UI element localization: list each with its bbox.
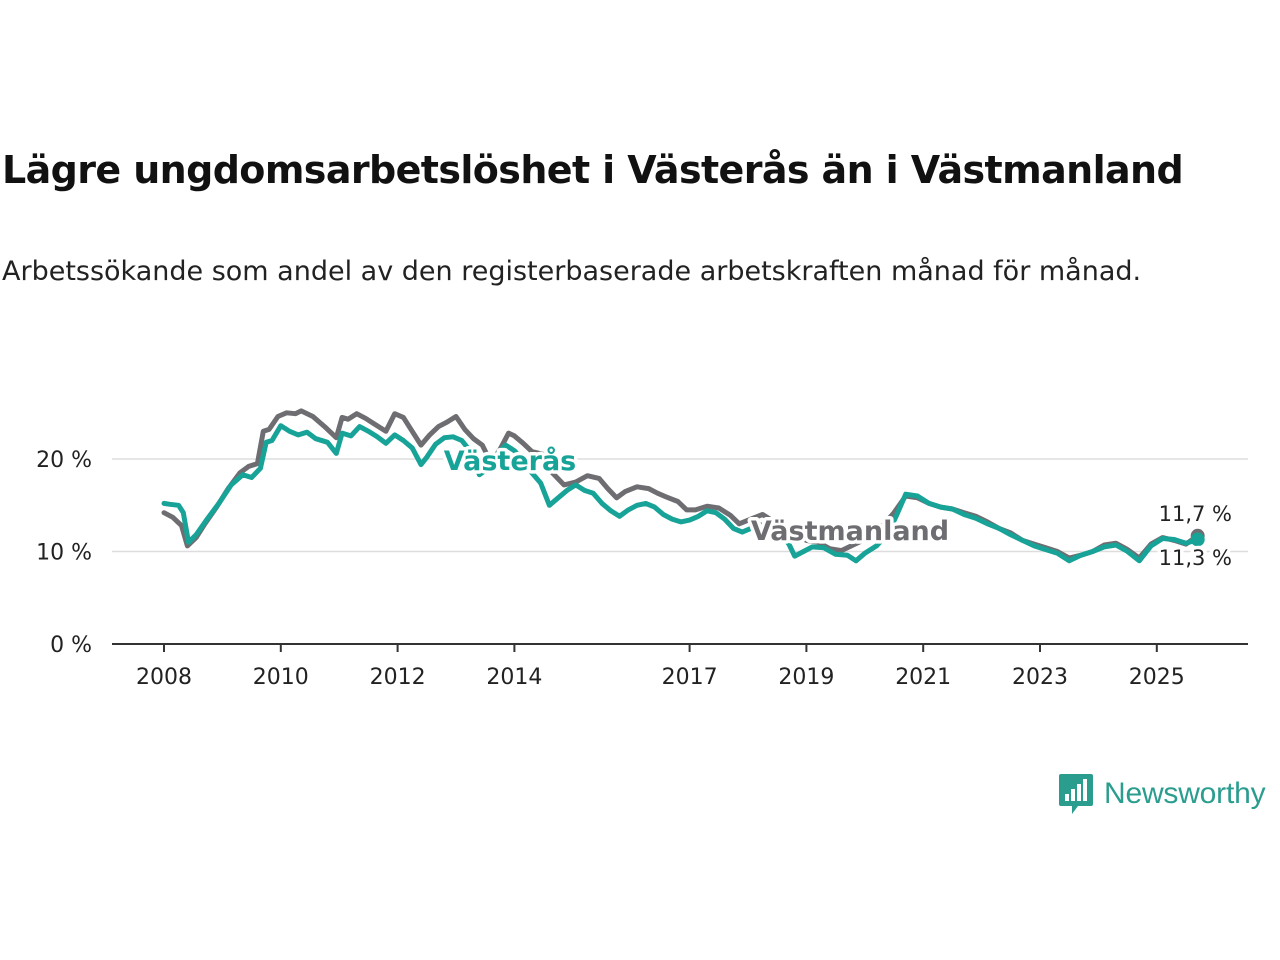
x-tick-label: 2012 [370, 665, 426, 690]
newsworthy-logo-icon [1059, 774, 1093, 814]
end-label-vastmanland-halo: 11,7 % [1159, 502, 1232, 526]
end-label-vasteras-text: 11,3 % [1159, 546, 1232, 570]
chart-title: Lägre ungdomsarbetslöshet i Västerås än … [2, 148, 1184, 192]
label-vastmanland-text: Västmanland [751, 516, 949, 547]
x-tick-label: 2014 [486, 665, 542, 690]
end-label-vastmanland: 11,7 %11,7 % [1155, 499, 1235, 530]
end-label-vastmanland-text: 11,7 % [1159, 502, 1232, 526]
y-tick-label: 10 % [36, 541, 92, 566]
series-line-västmanland [161, 408, 1201, 561]
end-point-västerås [1190, 532, 1205, 547]
label-vasteras-halo: Västerås [444, 445, 577, 477]
newsworthy-logo[interactable]: Newsworthy [1058, 772, 1266, 816]
chart-subtitle: Arbetssökande som andel av den registerb… [2, 256, 1142, 287]
x-tick-label: 2021 [895, 665, 951, 690]
y-tick-label: 0 % [50, 633, 92, 658]
x-tick-label: 2025 [1129, 665, 1185, 690]
x-tick-label: 2008 [136, 665, 192, 690]
end-label-vasteras-halo: 11,3 % [1159, 546, 1232, 570]
label-vastmanland-halo: Västmanland [751, 516, 949, 547]
y-tick-label: 20 % [36, 448, 92, 473]
line-chart: 0 % 10 % 20 % 2008 2010 2012 2014 2017 2019 2021… [36, 408, 1248, 690]
x-axis-ticks: 2008 2010 2012 2014 2017 2019 2021 2023 2025 [136, 644, 1185, 690]
y-axis-ticks: 0 % 10 % 20 % [36, 448, 92, 658]
x-tick-label: 2023 [1012, 665, 1068, 690]
x-tick-label: 2019 [778, 665, 834, 690]
series-line-västerås [161, 423, 1201, 564]
x-tick-label: 2010 [253, 665, 309, 690]
x-tick-label: 2017 [662, 665, 718, 690]
end-label-vasteras: 11,3 %11,3 % [1155, 543, 1235, 574]
label-vasteras-text: Västerås [444, 445, 577, 477]
series-lines [161, 408, 1205, 564]
brand-name: Newsworthy [1104, 777, 1266, 810]
